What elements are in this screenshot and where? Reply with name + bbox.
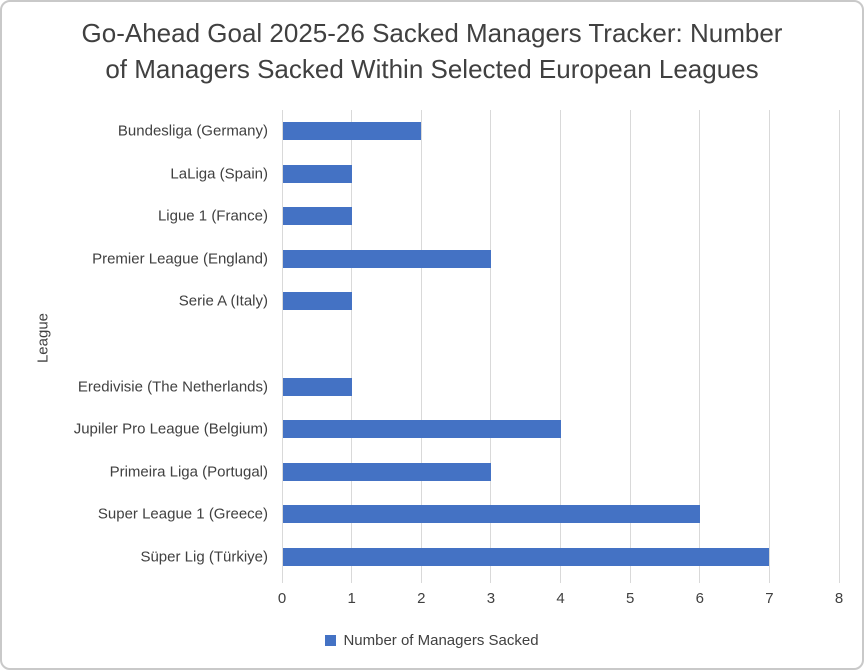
x-axis-tick-label-0: 0 (277, 590, 287, 607)
x-axis-tick-label-8: 8 (834, 590, 844, 607)
plot-area (281, 110, 840, 583)
legend: Number of Managers Sacked (2, 632, 862, 649)
category-label-laliga-spain: LaLiga (Spain) (170, 165, 268, 183)
bar-eredivisie-the-netherlands (283, 377, 352, 396)
bar-super-league-1-greece (283, 505, 700, 524)
x-axis-tick-label-3: 3 (486, 590, 496, 607)
chart-title: Go-Ahead Goal 2025-26 Sacked Managers Tr… (2, 15, 862, 87)
gridline-3 (490, 110, 492, 583)
category-label-premier-league-england: Premier League (England) (92, 250, 268, 268)
gridline-1 (351, 110, 353, 583)
x-axis-tick-label-7: 7 (765, 590, 774, 607)
category-label-jupiler-pro-league-belgium: Jupiler Pro League (Belgium) (73, 420, 268, 438)
gridline-5 (629, 110, 631, 583)
x-axis-tick-label-5: 5 (625, 590, 635, 607)
bar-serie-a-italy (283, 292, 352, 311)
bar-ligue-1-france (283, 207, 352, 226)
bar-bundesliga-germany (283, 122, 422, 141)
x-axis-tick-labels: 0 1 2 3 4 5 6 7 8 (278, 590, 843, 610)
x-axis-tick-label-2: 2 (417, 590, 426, 607)
y-axis-category-labels: Bundesliga (Germany) LaLiga (Spain) Ligue … (2, 110, 268, 578)
gridline-6 (699, 110, 701, 583)
category-label-s-per-lig-t-rkiye: Süper Lig (Türkiye) (140, 548, 268, 566)
gridline-2 (420, 110, 422, 583)
gridline-4 (560, 110, 561, 583)
gridline-0 (281, 110, 283, 583)
x-axis-tick-label-1: 1 (347, 590, 356, 607)
category-label-super-league-1-greece: Super League 1 (Greece) (97, 505, 268, 523)
x-axis-tick-label-4: 4 (556, 590, 565, 607)
bar-s-per-lig-t-rkiye (283, 547, 770, 566)
category-label-primeira-liga-portugal: Primeira Liga (Portugal) (109, 463, 268, 481)
gridline-7 (768, 110, 770, 583)
category-label-bundesliga-germany: Bundesliga (Germany) (117, 122, 268, 140)
legend-swatch-icon (325, 635, 337, 646)
category-label-ligue-1-france: Ligue 1 (France) (157, 207, 268, 225)
category-label-serie-a-italy: Serie A (Italy) (178, 292, 268, 310)
legend-label: Number of Managers Sacked (343, 632, 539, 649)
bar-jupiler-pro-league-belgium (283, 420, 561, 439)
bar-premier-league-england (283, 249, 491, 268)
category-label-eredivisie-the-netherlands: Eredivisie (The Netherlands) (77, 378, 268, 396)
chart-title-line-2: of Managers Sacked Within Selected Europ… (105, 54, 759, 84)
chart-title-line-1: Go-Ahead Goal 2025-26 Sacked Managers Tr… (81, 18, 783, 48)
bar-primeira-liga-portugal (283, 462, 491, 481)
gridline-8 (838, 110, 840, 583)
bar-laliga-spain (283, 164, 352, 183)
x-axis-tick-label-6: 6 (695, 590, 704, 607)
